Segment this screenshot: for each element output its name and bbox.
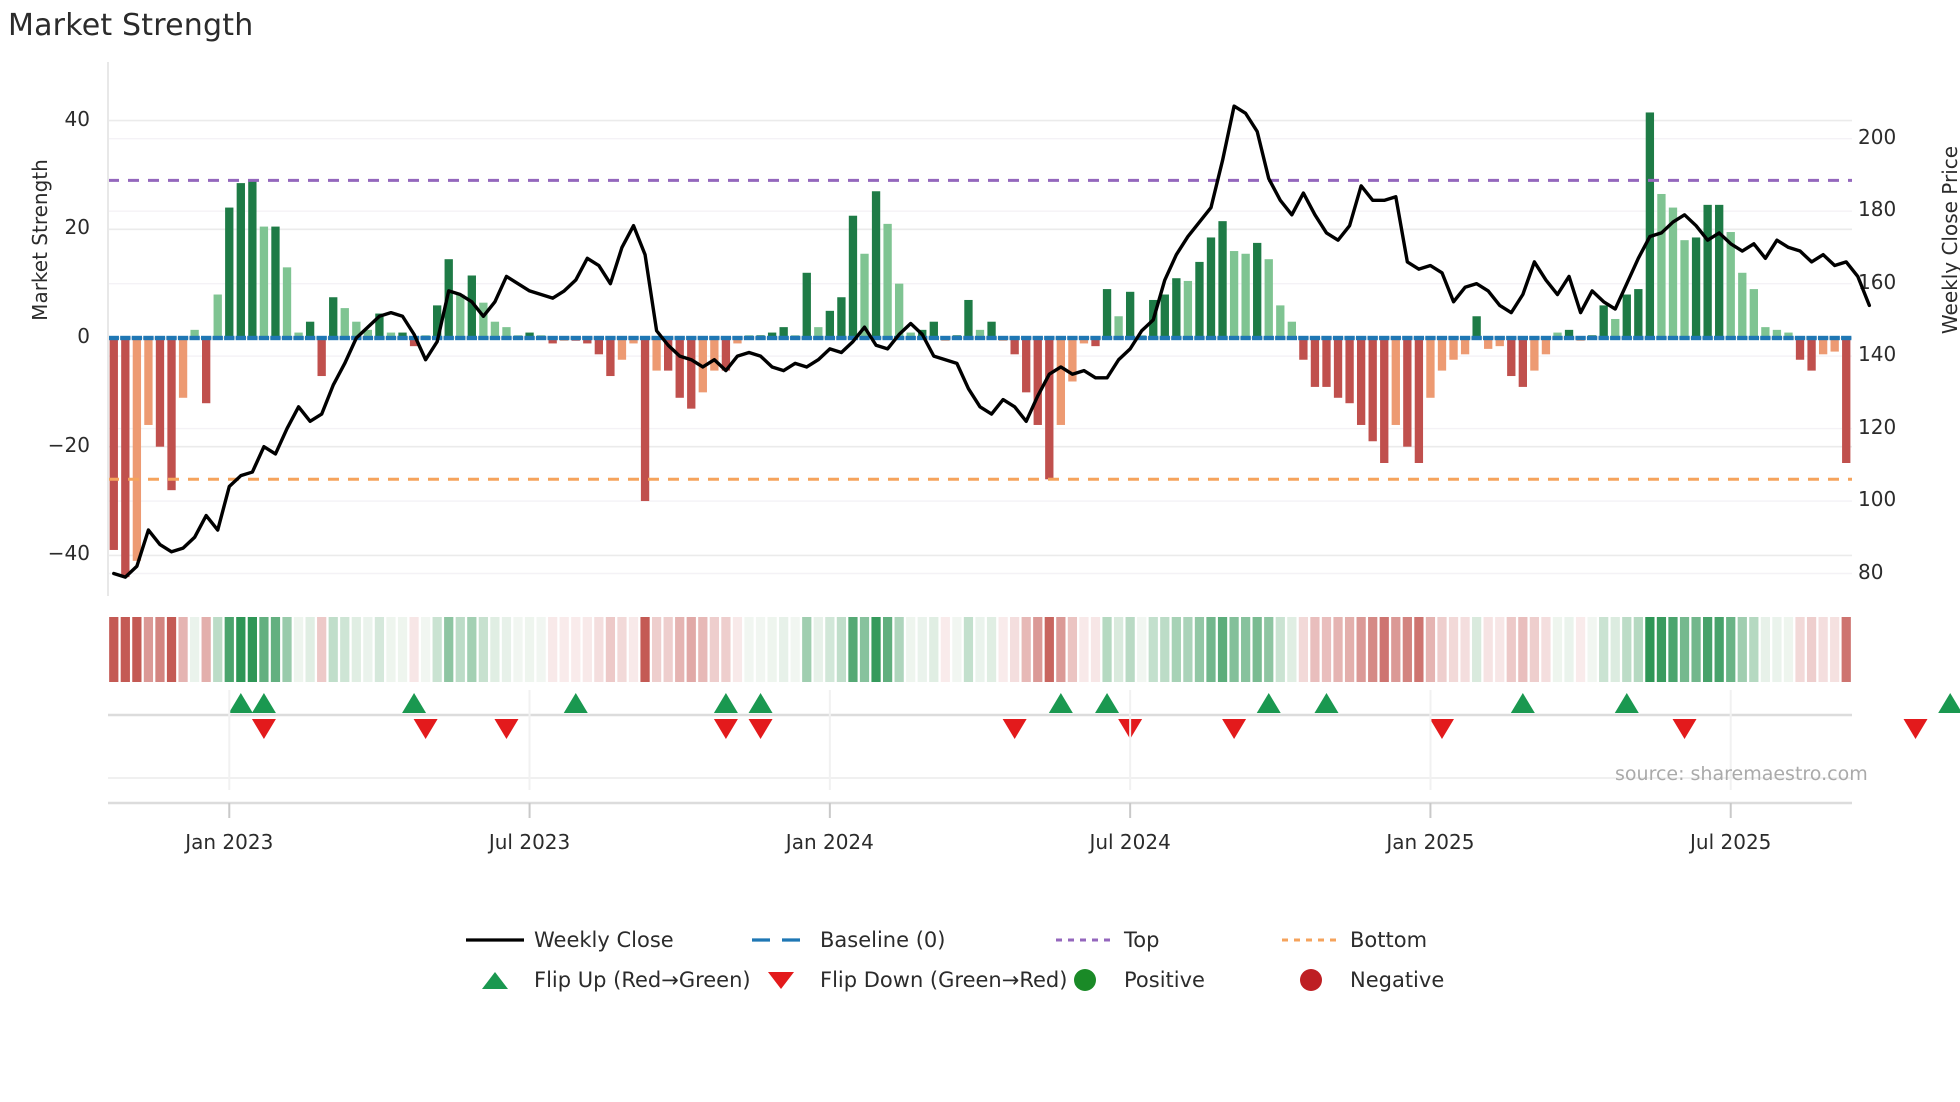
y-tick-label: 20: [64, 215, 90, 240]
dotted-line-icon: [1046, 933, 1124, 947]
legend-label: Flip Down (Green→Red): [820, 968, 1068, 992]
y-tick-label: 0: [77, 324, 90, 348]
weekly-close-line: [112, 104, 1872, 579]
legend-item-positive[interactable]: Positive: [1046, 967, 1244, 993]
baseline-segments: [108, 335, 1852, 341]
y-tick-label: −40: [47, 541, 90, 566]
legend-label: Top: [1124, 928, 1160, 952]
legend-row-2: Flip Up (Red→Green) Flip Down (Green→Red…: [0, 960, 1960, 1000]
legend-row-1: Weekly Close Baseline (0) Top Bottom: [0, 920, 1960, 960]
axis-spines: [107, 62, 1852, 818]
circle-icon: [1272, 967, 1350, 993]
legend-item-weekly-close[interactable]: Weekly Close: [456, 928, 714, 952]
legend-item-top[interactable]: Top: [1046, 928, 1244, 952]
gridlines: [108, 119, 1852, 575]
dashed-line-icon: [742, 933, 820, 947]
legend-label: Flip Up (Red→Green): [534, 968, 751, 992]
circle-icon: [1046, 967, 1124, 993]
legend-label: Negative: [1350, 968, 1445, 992]
legend-item-flip-up[interactable]: Flip Up (Red→Green): [456, 968, 751, 992]
legend-item-bottom[interactable]: Bottom: [1272, 928, 1504, 952]
market-strength-bars: [109, 112, 1851, 578]
legend-label: Weekly Close: [534, 928, 674, 952]
y2-tick-label: 200: [1858, 124, 1897, 149]
dotted-line-icon: [1272, 933, 1350, 947]
source-note: source: sharemaestro.com: [1615, 763, 1868, 785]
legend-item-flip-down[interactable]: Flip Down (Green→Red): [742, 968, 1067, 992]
triangle-down-icon: [742, 968, 820, 992]
legend-label: Baseline (0): [820, 928, 946, 952]
x-tick-label: Jan 2023: [185, 830, 274, 854]
y2-tick-label: 80: [1858, 559, 1884, 584]
legend-label: Bottom: [1350, 928, 1428, 952]
legend-label: Positive: [1124, 968, 1205, 992]
x-tick-label: Jul 2025: [1690, 830, 1772, 854]
y2-tick-label: 140: [1858, 342, 1897, 367]
x-tick-label: Jul 2024: [1089, 830, 1171, 854]
y-tick-label: −20: [47, 432, 90, 457]
page-title: Market Strength: [8, 8, 254, 43]
triangle-up-icon: [456, 968, 534, 992]
x-tick-label: Jan 2025: [1386, 830, 1475, 854]
y2-tick-label: 120: [1858, 414, 1897, 439]
chart-legend: Weekly Close Baseline (0) Top Bottom: [0, 920, 1960, 1000]
y2-tick-label: 180: [1858, 197, 1897, 222]
x-tick-label: Jan 2024: [785, 830, 874, 854]
strength-heatmap-strip: [109, 617, 1851, 682]
x-tick-label: Jul 2023: [488, 830, 571, 854]
reference-lines: [108, 178, 1852, 481]
legend-item-baseline[interactable]: Baseline (0): [742, 928, 1018, 952]
flip-markers: [108, 693, 1960, 739]
solid-line-icon: [456, 933, 534, 947]
legend-item-negative[interactable]: Negative: [1272, 967, 1504, 993]
y-tick-label: 40: [64, 106, 90, 131]
y2-tick-label: 100: [1858, 487, 1897, 512]
